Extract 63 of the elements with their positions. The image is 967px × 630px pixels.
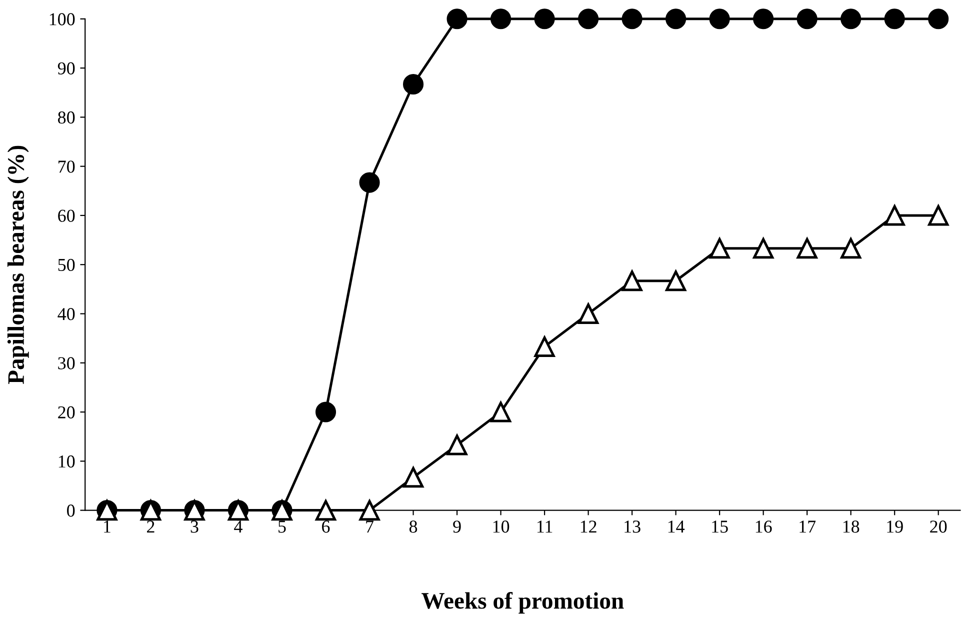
x-tick-label: 3 <box>190 520 198 533</box>
point <box>928 205 949 226</box>
point <box>359 172 380 193</box>
point <box>402 74 424 95</box>
y-tick-label: 20 <box>58 406 75 418</box>
x-tick-label: 19 <box>887 520 903 533</box>
y-tick-label: 0 <box>67 504 75 517</box>
y-tick-label: 10 <box>58 455 75 468</box>
point <box>622 8 642 30</box>
x-tick-label: 14 <box>668 520 685 533</box>
y-tick-label: 60 <box>58 210 75 222</box>
point <box>840 238 862 259</box>
y-tick-label: 40 <box>58 308 75 320</box>
x-tick-label: 4 <box>234 520 242 533</box>
point <box>840 8 862 30</box>
y-tick-label: 100 <box>50 13 75 26</box>
y-tick-label: 30 <box>58 357 75 370</box>
y-tick-label: 70 <box>58 160 75 173</box>
x-tick-label: 10 <box>493 520 510 533</box>
x-tick-label: 17 <box>800 520 816 533</box>
x-tick-label: 16 <box>756 520 772 533</box>
x-tick-label: 15 <box>712 520 728 533</box>
point <box>928 8 949 30</box>
y-axis-title: Papillomas beareas (%) <box>7 146 29 384</box>
x-tick-label: 2 <box>147 520 154 533</box>
x-tick-label: 12 <box>580 520 596 533</box>
point <box>490 402 512 422</box>
point <box>884 8 905 30</box>
point <box>534 336 555 357</box>
point <box>446 434 468 456</box>
x-tick-label: 9 <box>453 520 461 533</box>
point <box>753 8 774 30</box>
x-tick-label: 20 <box>930 520 947 533</box>
y-tick-label: 80 <box>58 111 75 124</box>
x-tick-label: 8 <box>409 520 418 533</box>
x-tick-label: 13 <box>624 520 640 533</box>
x-tick-label: 5 <box>278 520 286 533</box>
point <box>796 238 818 259</box>
point <box>709 238 730 259</box>
point <box>578 8 599 30</box>
point <box>578 303 599 324</box>
point <box>359 500 380 521</box>
y-tick-label: 90 <box>58 62 75 74</box>
point <box>753 238 774 259</box>
point <box>884 205 905 226</box>
point <box>446 8 468 30</box>
y-tick-label: 50 <box>58 258 75 272</box>
x-axis-title: Weeks of promotion <box>422 592 624 614</box>
point <box>796 8 818 30</box>
point <box>534 8 555 30</box>
point <box>402 467 424 488</box>
x-tick-label: 1 <box>104 520 110 533</box>
x-tick-label: 7 <box>366 520 374 533</box>
point <box>315 500 336 521</box>
point <box>315 402 336 422</box>
x-tick-label: 6 <box>322 520 330 533</box>
x-tick-label: 11 <box>537 520 552 533</box>
point <box>490 8 512 30</box>
point <box>666 270 686 292</box>
x-tick-label: 18 <box>843 520 860 533</box>
point <box>666 8 686 30</box>
point <box>622 270 642 292</box>
point <box>709 8 730 30</box>
